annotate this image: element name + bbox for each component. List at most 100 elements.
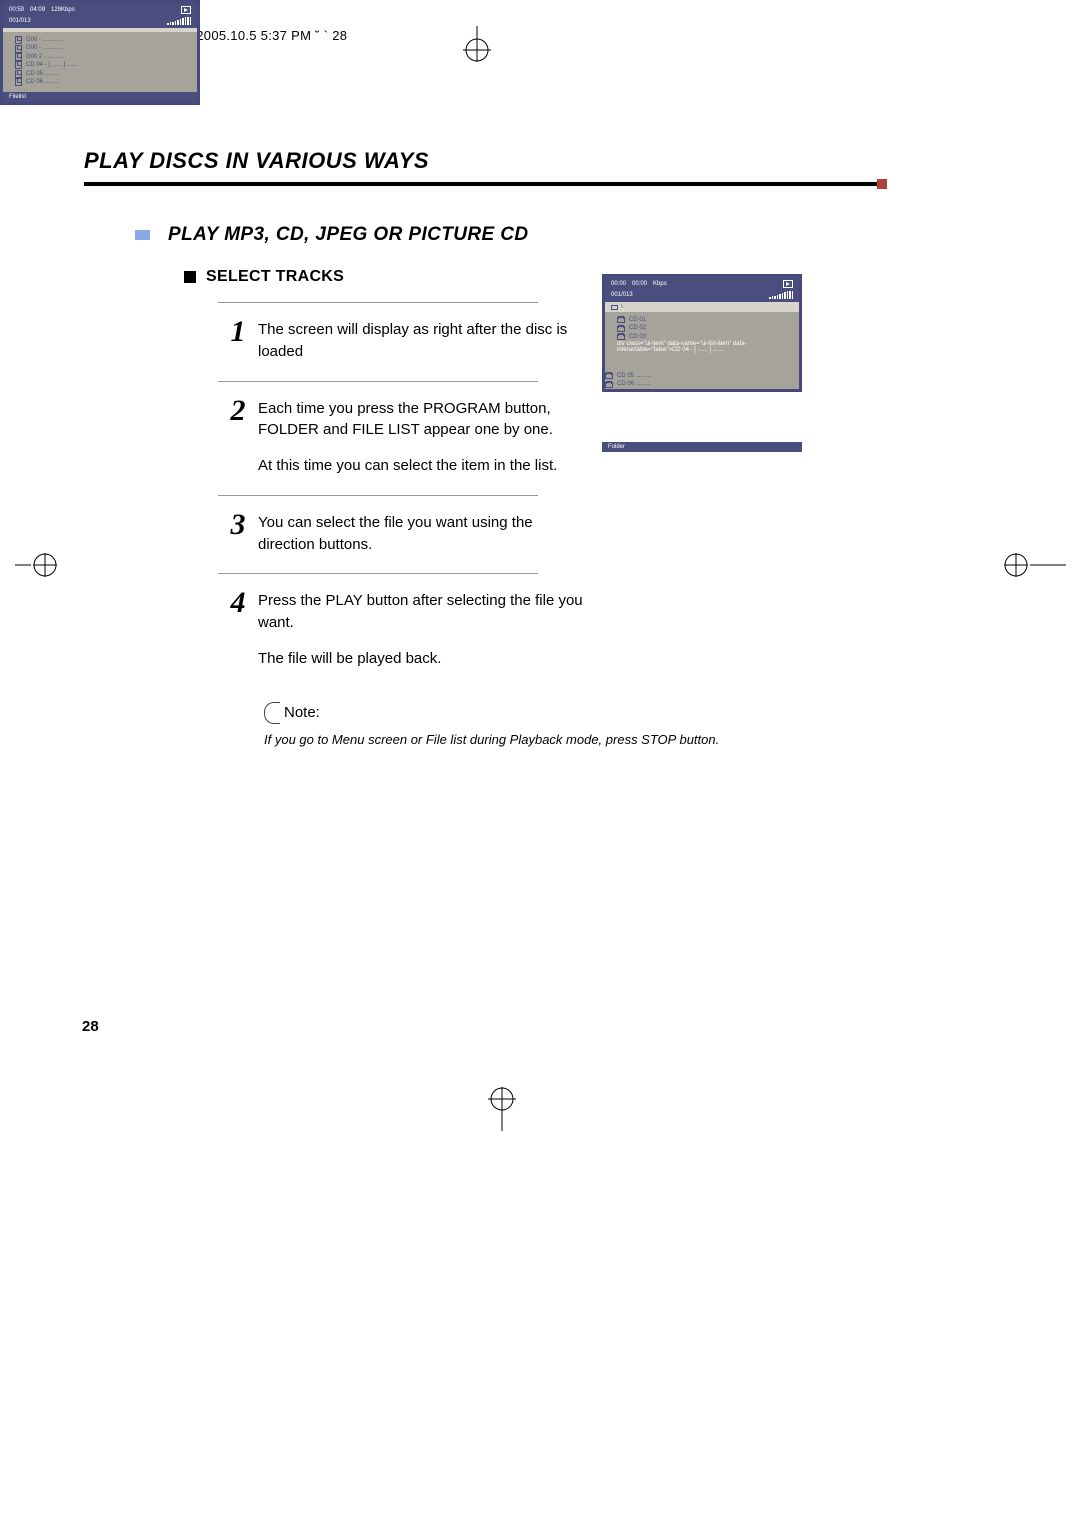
ui-screen-folder: 00:00 00:00 Kbps 001/013 \ CD 01 CD 02 C… (602, 274, 802, 392)
folder-icon (611, 305, 618, 310)
ui-list-item: CD 06 ......... (605, 380, 799, 388)
step-text: You can select the file you want using t… (258, 510, 586, 556)
ui-file-list: G00 - ............ G00 - ............ G0… (3, 32, 197, 92)
step-divider (218, 381, 538, 382)
folder-icon (605, 382, 613, 388)
ui-item-label: CD 03 (629, 333, 646, 341)
crop-mark-left (15, 545, 75, 585)
ui-list-item: CD 04 - [ ...... ] ....... (15, 61, 187, 69)
section-title: PLAY MP3, CD, JPEG OR PICTURE CD (168, 224, 529, 246)
ui-bitrate: 128Kbps (51, 7, 75, 13)
ui-header: 00:00 00:00 Kbps (605, 277, 799, 291)
ui-screen-filelist: 00:59 04:09 128Kbps 001/013 G00 - ......… (0, 0, 200, 105)
folder-icon (617, 326, 625, 332)
ui-subheader: 001/013 (3, 17, 197, 28)
step-2: 2 Each time you press the PROGRAM button… (218, 392, 586, 483)
step-number: 1 (218, 317, 258, 347)
note-text: If you go to Menu screen or File list du… (264, 732, 784, 747)
step-4: 4 Press the PLAY button after selecting … (218, 584, 586, 675)
note-block: Note: If you go to Menu screen or File l… (264, 702, 784, 747)
file-icon (15, 61, 22, 69)
section-row: PLAY MP3, CD, JPEG OR PICTURE CD (135, 224, 990, 246)
chapter-title: PLAY DISCS IN VARIOUS WAYS (84, 148, 990, 174)
play-icon (181, 6, 191, 14)
page-number: 28 (82, 1018, 99, 1035)
ui-item-label: CD 06 ......... (617, 380, 651, 388)
ui-item-label: CD 05 ......... (26, 70, 60, 78)
file-icon (15, 53, 22, 61)
step-number: 3 (218, 510, 258, 540)
subsection-row: SELECT TRACKS (184, 268, 990, 286)
ui-folder-list: CD 01 CD 02 CD 03 div class="ui-item" da… (605, 312, 799, 372)
step-para: You can select the file you want using t… (258, 512, 586, 556)
ui-footer: Folder (602, 442, 802, 452)
ui-counter: 001/013 (611, 292, 633, 298)
step-text: The screen will display as right after t… (258, 317, 586, 363)
ui-item-label: CD 02 (629, 324, 646, 332)
ui-item-label: CD 01 (629, 316, 646, 324)
ui-time-total: 04:09 (30, 7, 45, 13)
step-1: 1 The screen will display as right after… (218, 313, 586, 369)
equalizer-icon (769, 291, 793, 299)
page-content: PLAY DISCS IN VARIOUS WAYS PLAY MP3, CD,… (70, 70, 990, 747)
step-para: At this time you can select the item in … (258, 455, 586, 477)
ui-screens-column: 00:00 00:00 Kbps 001/013 \ CD 01 CD 02 C… (602, 274, 802, 452)
ui-time-elapsed: 00:59 (9, 7, 24, 13)
crop-mark-right (996, 545, 1076, 585)
subsection-title: SELECT TRACKS (206, 268, 344, 286)
step-divider (218, 495, 538, 496)
ui-list-item: G00 - ............ (15, 36, 187, 44)
ui-bitrate: Kbps (653, 281, 667, 287)
ui-item-label: G00 - ............ (26, 36, 63, 44)
ui-list-item: CD 03 (617, 333, 789, 341)
step-text: Each time you press the PROGRAM button, … (258, 396, 586, 477)
step-para: Each time you press the PROGRAM button, … (258, 398, 586, 442)
ui-item-label: G00 2 - .......... (26, 53, 64, 61)
step-3: 3 You can select the file you want using… (218, 506, 586, 562)
ui-item-label: CD 06 ......... (26, 78, 60, 86)
crop-mark-top (447, 26, 507, 64)
note-bracket-icon (264, 702, 280, 724)
subsection-bullet-icon (184, 271, 196, 283)
ui-subheader: 001/013 (605, 291, 799, 302)
equalizer-icon (167, 17, 191, 25)
ui-header: 00:59 04:09 128Kbps (3, 3, 197, 17)
step-text: Press the PLAY button after selecting th… (258, 588, 586, 669)
ui-item-label: G00 - ............ (26, 44, 63, 52)
ui-breadcrumb: \ (605, 302, 799, 312)
ui-time-total: 00:00 (632, 281, 647, 287)
ui-list-item: CD 05 ......... (15, 70, 187, 78)
ui-list-item: CD 02 (617, 324, 789, 332)
folder-icon (617, 334, 625, 340)
ui-item-label: CD 04 - [ ...... ] ....... (672, 347, 724, 353)
step-divider (218, 302, 538, 303)
folder-icon (605, 373, 613, 379)
step-para: The file will be played back. (258, 648, 586, 670)
crop-mark-bottom (480, 1085, 540, 1135)
file-icon (15, 45, 22, 53)
ui-list-item: CD 05 ......... (605, 372, 799, 380)
ui-crumb-text: \ (621, 304, 623, 310)
section-bullet-icon (135, 230, 150, 240)
note-label: Note: (284, 704, 320, 721)
ui-footer: Filelist (3, 92, 197, 102)
step-para: The screen will display as right after t… (258, 319, 586, 363)
step-para: Press the PLAY button after selecting th… (258, 590, 586, 634)
step-divider (218, 573, 538, 574)
steps-list: 1 The screen will display as right after… (218, 302, 586, 676)
ui-item-label: CD 05 ......... (617, 372, 651, 380)
ui-time-elapsed: 00:00 (611, 281, 626, 287)
ui-list-item: CD 06 ......... (15, 78, 187, 86)
step-number: 2 (218, 396, 258, 426)
file-icon (15, 70, 22, 78)
ui-list-item: CD 01 (617, 316, 789, 324)
file-icon (15, 78, 22, 86)
ui-list-item: G00 2 - .......... (15, 53, 187, 61)
title-underline (84, 182, 884, 186)
step-number: 4 (218, 588, 258, 618)
file-icon (15, 36, 22, 44)
ui-item-label: CD 04 - [ ...... ] ....... (26, 61, 78, 69)
play-icon (783, 280, 793, 288)
ui-counter: 001/013 (9, 18, 31, 24)
folder-icon (617, 317, 625, 323)
